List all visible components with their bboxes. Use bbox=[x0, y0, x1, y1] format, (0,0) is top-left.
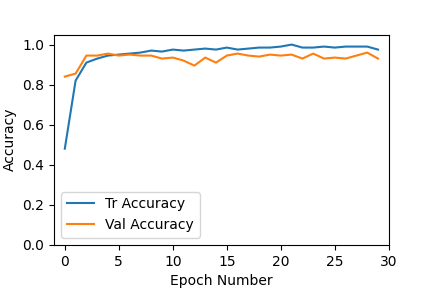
Val Accuracy bbox=[321, 57, 327, 60]
Tr Accuracy bbox=[203, 47, 208, 50]
Val Accuracy bbox=[127, 53, 132, 56]
Tr Accuracy bbox=[105, 54, 111, 57]
Tr Accuracy bbox=[235, 48, 240, 51]
Val Accuracy bbox=[192, 64, 197, 67]
Tr Accuracy bbox=[278, 45, 283, 48]
Val Accuracy bbox=[95, 54, 100, 57]
Tr Accuracy bbox=[181, 49, 186, 52]
Tr Accuracy bbox=[365, 45, 370, 48]
Val Accuracy bbox=[300, 57, 305, 60]
Tr Accuracy bbox=[138, 51, 143, 54]
Line: Tr Accuracy: Tr Accuracy bbox=[65, 45, 378, 149]
Tr Accuracy bbox=[95, 57, 100, 60]
X-axis label: Epoch Number: Epoch Number bbox=[170, 274, 273, 288]
Tr Accuracy bbox=[300, 46, 305, 49]
Legend: Tr Accuracy, Val Accuracy: Tr Accuracy, Val Accuracy bbox=[61, 192, 200, 238]
Val Accuracy bbox=[354, 54, 359, 57]
Val Accuracy bbox=[138, 54, 143, 57]
Val Accuracy bbox=[73, 72, 78, 75]
Tr Accuracy bbox=[73, 79, 78, 82]
Tr Accuracy bbox=[246, 47, 251, 50]
Val Accuracy bbox=[343, 57, 348, 60]
Val Accuracy bbox=[105, 52, 111, 55]
Tr Accuracy bbox=[267, 46, 273, 49]
Tr Accuracy bbox=[289, 43, 294, 46]
Tr Accuracy bbox=[116, 53, 121, 56]
Val Accuracy bbox=[203, 56, 208, 59]
Val Accuracy bbox=[365, 51, 370, 54]
Tr Accuracy bbox=[170, 48, 175, 51]
Line: Val Accuracy: Val Accuracy bbox=[65, 53, 378, 77]
Tr Accuracy bbox=[332, 46, 337, 49]
Tr Accuracy bbox=[343, 45, 348, 48]
Tr Accuracy bbox=[192, 48, 197, 51]
Tr Accuracy bbox=[213, 48, 219, 51]
Tr Accuracy bbox=[311, 46, 316, 49]
Tr Accuracy bbox=[84, 61, 89, 64]
Tr Accuracy bbox=[257, 46, 262, 49]
Val Accuracy bbox=[84, 54, 89, 57]
Val Accuracy bbox=[159, 57, 165, 60]
Val Accuracy bbox=[235, 52, 240, 55]
Tr Accuracy bbox=[127, 52, 132, 55]
Tr Accuracy bbox=[321, 45, 327, 48]
Val Accuracy bbox=[224, 54, 229, 57]
Val Accuracy bbox=[116, 54, 121, 57]
Tr Accuracy bbox=[149, 49, 154, 52]
Val Accuracy bbox=[311, 52, 316, 55]
Tr Accuracy bbox=[159, 50, 165, 53]
Val Accuracy bbox=[257, 55, 262, 58]
Val Accuracy bbox=[375, 57, 381, 60]
Val Accuracy bbox=[332, 56, 337, 59]
Y-axis label: Accuracy: Accuracy bbox=[3, 108, 17, 171]
Val Accuracy bbox=[267, 53, 273, 56]
Tr Accuracy bbox=[354, 45, 359, 48]
Tr Accuracy bbox=[62, 147, 67, 150]
Val Accuracy bbox=[246, 54, 251, 57]
Val Accuracy bbox=[278, 54, 283, 57]
Val Accuracy bbox=[149, 54, 154, 57]
Tr Accuracy bbox=[224, 46, 229, 49]
Val Accuracy bbox=[289, 53, 294, 56]
Val Accuracy bbox=[62, 75, 67, 78]
Tr Accuracy bbox=[375, 48, 381, 51]
Val Accuracy bbox=[170, 56, 175, 59]
Val Accuracy bbox=[213, 61, 219, 64]
Val Accuracy bbox=[181, 59, 186, 62]
